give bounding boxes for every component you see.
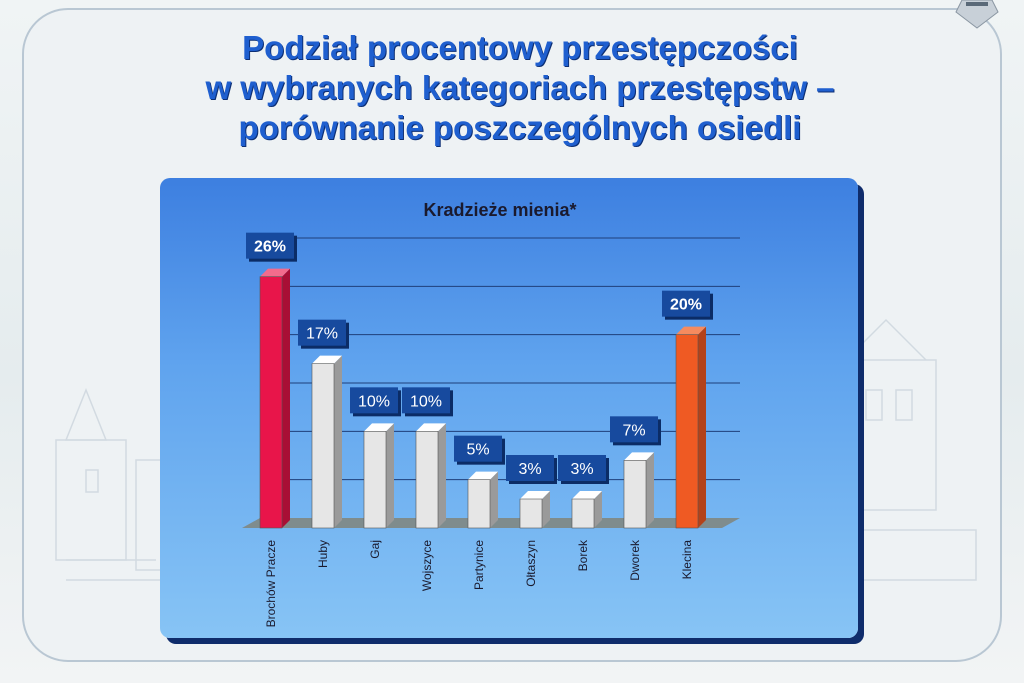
bar-side <box>438 423 446 528</box>
bar-chart: Kradzieże mienia* 26% 17% 10% 10% 5% 3% 3% 7% 20… <box>242 200 740 628</box>
bar-top <box>676 326 706 335</box>
value-label: 5% <box>466 442 489 459</box>
bar-top <box>312 355 342 364</box>
value-label: 3% <box>570 461 593 478</box>
bar-top <box>572 491 602 499</box>
bar-top <box>416 423 446 432</box>
value-label: 7% <box>622 422 645 439</box>
bar-side <box>594 491 602 528</box>
bar-side <box>542 491 550 528</box>
bar-top <box>520 491 550 499</box>
category-label: Klecina <box>680 540 694 580</box>
bar <box>467 479 491 529</box>
slide-title-line-2: w wybranych kategoriach przestępstw – <box>205 69 835 106</box>
category-label: Gaj <box>368 540 382 559</box>
value-label-box <box>506 455 554 481</box>
bar <box>363 431 387 529</box>
bar-top <box>364 423 394 432</box>
value-label-box <box>246 232 294 259</box>
slide-title-line-3: porównanie poszczególnych osiedli <box>238 109 802 146</box>
bar-top <box>260 268 290 277</box>
category-label: Huby <box>316 540 330 568</box>
chart-title: Kradzieże mienia* <box>423 200 576 220</box>
slide-title-line-1: Podział procentowy przestępczości <box>242 29 798 66</box>
value-label: 17% <box>306 326 338 343</box>
bar <box>623 460 647 529</box>
category-label: Borek <box>576 539 590 571</box>
bar-top <box>468 471 498 480</box>
bar-side <box>698 326 706 528</box>
category-label: Ołtaszyn <box>524 540 538 587</box>
bar-side <box>646 452 654 528</box>
bar-side <box>386 423 394 528</box>
bar-side <box>490 471 498 528</box>
category-label: Partynice <box>472 540 486 590</box>
slide-title: Podział procentowy przestępczości w wybr… <box>100 28 940 148</box>
value-label: 10% <box>358 393 390 410</box>
value-label-box <box>350 387 398 414</box>
value-label-box <box>610 416 658 443</box>
category-label: Brochów Pracze <box>264 540 278 628</box>
bar <box>259 276 283 529</box>
bar <box>519 498 543 529</box>
value-label: 10% <box>410 393 442 410</box>
value-label: 26% <box>254 239 286 256</box>
bar <box>311 363 335 529</box>
bar-top <box>624 452 654 461</box>
police-seal-logo <box>955 0 999 29</box>
value-label-box <box>558 455 606 481</box>
category-label: Wojszyce <box>420 540 434 591</box>
bar-side <box>334 355 342 528</box>
bar <box>415 431 439 529</box>
bar <box>675 334 699 529</box>
bar <box>571 498 595 529</box>
value-label: 20% <box>670 297 702 314</box>
value-label-box <box>402 387 450 414</box>
bar-side <box>282 268 290 528</box>
value-label-box <box>454 435 502 462</box>
value-label: 3% <box>518 461 541 478</box>
value-label-box <box>298 319 346 346</box>
value-label-box <box>662 290 710 317</box>
category-label: Dworek <box>628 539 642 581</box>
